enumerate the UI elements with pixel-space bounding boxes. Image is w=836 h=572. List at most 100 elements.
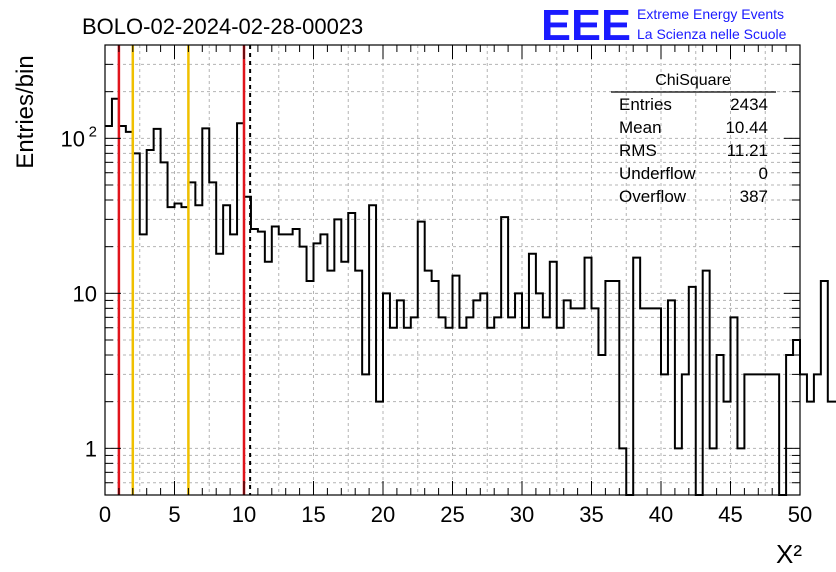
stats-row-value: 387 bbox=[740, 187, 768, 206]
histogram-bin bbox=[223, 205, 230, 495]
x-tick-label: 45 bbox=[718, 502, 742, 527]
histogram-bin bbox=[598, 355, 605, 495]
histogram-bin bbox=[369, 205, 376, 495]
histogram-bin bbox=[258, 232, 265, 495]
histogram-bin bbox=[168, 207, 175, 495]
eee-logo-letters: EEE bbox=[541, 1, 631, 50]
histogram-bin bbox=[814, 374, 821, 495]
histogram-bin bbox=[341, 262, 348, 495]
x-tick-label: 40 bbox=[649, 502, 673, 527]
histogram-bin bbox=[536, 293, 543, 495]
histogram-bin bbox=[772, 374, 779, 495]
histogram-bin bbox=[265, 262, 272, 495]
stats-row-value: 2434 bbox=[730, 95, 768, 114]
stats-row-value: 10.44 bbox=[725, 118, 768, 137]
stats-row-label: RMS bbox=[619, 141, 657, 160]
histogram-bin bbox=[717, 355, 724, 495]
histogram-bin bbox=[397, 300, 404, 495]
histogram-bin bbox=[619, 448, 626, 495]
histogram-bin bbox=[758, 374, 765, 495]
histogram-bin bbox=[703, 271, 710, 495]
histogram-bin bbox=[432, 281, 439, 495]
histogram-bin bbox=[501, 217, 508, 495]
histogram-bin bbox=[300, 247, 307, 495]
x-tick-label: 25 bbox=[440, 502, 464, 527]
histogram-bin bbox=[453, 276, 460, 495]
histogram-bin bbox=[355, 271, 362, 495]
histogram-bin bbox=[724, 402, 731, 495]
histogram-bin bbox=[557, 328, 564, 495]
histogram-bin bbox=[314, 243, 321, 495]
histogram-bin bbox=[793, 340, 800, 495]
histogram-bin bbox=[592, 308, 599, 495]
histogram-bin bbox=[154, 129, 161, 495]
histogram-bin bbox=[585, 258, 592, 495]
y-tick-label-exponent: 2 bbox=[89, 123, 97, 140]
y-tick-label: 10 bbox=[61, 126, 85, 151]
stats-row-value: 0 bbox=[759, 164, 768, 183]
histogram-bin bbox=[661, 374, 668, 495]
histogram-bin bbox=[828, 402, 835, 495]
x-tick-label: 30 bbox=[510, 502, 534, 527]
histogram-bin bbox=[147, 150, 154, 495]
eee-logo: EEE Extreme Energy Events La Scienza nel… bbox=[541, 1, 787, 50]
histogram-bin bbox=[737, 448, 744, 495]
histogram-bin bbox=[605, 281, 612, 495]
eee-logo-line1: Extreme Energy Events bbox=[637, 6, 784, 22]
histogram-bin bbox=[640, 308, 647, 495]
x-tick-label: 35 bbox=[579, 502, 603, 527]
x-tick-label: 0 bbox=[99, 502, 111, 527]
histogram-bin bbox=[425, 271, 432, 495]
histogram-bin bbox=[612, 281, 619, 495]
histogram-bin bbox=[272, 226, 279, 495]
x-axis-label: X² bbox=[776, 539, 802, 569]
histogram-bin bbox=[320, 234, 327, 495]
histogram-bin bbox=[550, 262, 557, 495]
histogram-bin bbox=[293, 229, 300, 495]
histogram-bin bbox=[668, 300, 675, 495]
histogram-bin bbox=[786, 355, 793, 495]
histogram-bin bbox=[418, 222, 425, 495]
histogram-bin bbox=[383, 293, 390, 495]
histogram-bin bbox=[195, 205, 202, 495]
histogram-bin bbox=[459, 328, 466, 495]
eee-logo-line2: La Scienza nelle Scuole bbox=[637, 26, 787, 42]
stats-row-value: 11.21 bbox=[727, 141, 768, 160]
reference-lines-layer bbox=[117, 45, 252, 495]
histogram-bin bbox=[216, 254, 223, 495]
stats-box: ChiSquare Entries 2434 Mean 10.44 RMS 11.21 Un… bbox=[611, 72, 776, 206]
histogram-bin bbox=[348, 213, 355, 495]
histogram-bin bbox=[675, 448, 682, 495]
histogram-bin bbox=[578, 308, 585, 495]
histogram-layer bbox=[105, 97, 836, 496]
histogram-bin bbox=[744, 374, 751, 495]
stats-row-label: Entries bbox=[619, 95, 672, 114]
stats-box-title: ChiSquare bbox=[655, 72, 731, 89]
histogram-bin bbox=[821, 281, 828, 495]
x-tick-label: 15 bbox=[301, 502, 325, 527]
stats-row-label: Overflow bbox=[619, 187, 687, 206]
histogram-bin bbox=[411, 317, 418, 495]
histogram-bin bbox=[751, 374, 758, 495]
histogram-bin bbox=[307, 281, 314, 495]
histogram-bin bbox=[682, 374, 689, 495]
x-tick-label: 50 bbox=[788, 502, 812, 527]
histogram-bin bbox=[515, 293, 522, 495]
y-tick-label: 1 bbox=[85, 436, 97, 461]
y-tick-label: 10 bbox=[73, 281, 97, 306]
histogram-bin bbox=[647, 308, 654, 495]
histogram-bin bbox=[251, 229, 258, 495]
histogram-bin bbox=[202, 128, 209, 495]
histogram-bin bbox=[543, 317, 550, 495]
histogram-bin bbox=[494, 317, 501, 495]
histogram-bin bbox=[390, 328, 397, 495]
histogram-bin bbox=[689, 287, 696, 495]
histogram-bin bbox=[508, 317, 515, 495]
histogram-bin bbox=[376, 402, 383, 495]
histogram-bin bbox=[140, 234, 147, 495]
histogram-bin bbox=[571, 308, 578, 495]
histogram-bin bbox=[446, 328, 453, 495]
y-axis-label: Entries/bin bbox=[12, 55, 39, 168]
histogram-bin bbox=[710, 448, 717, 495]
